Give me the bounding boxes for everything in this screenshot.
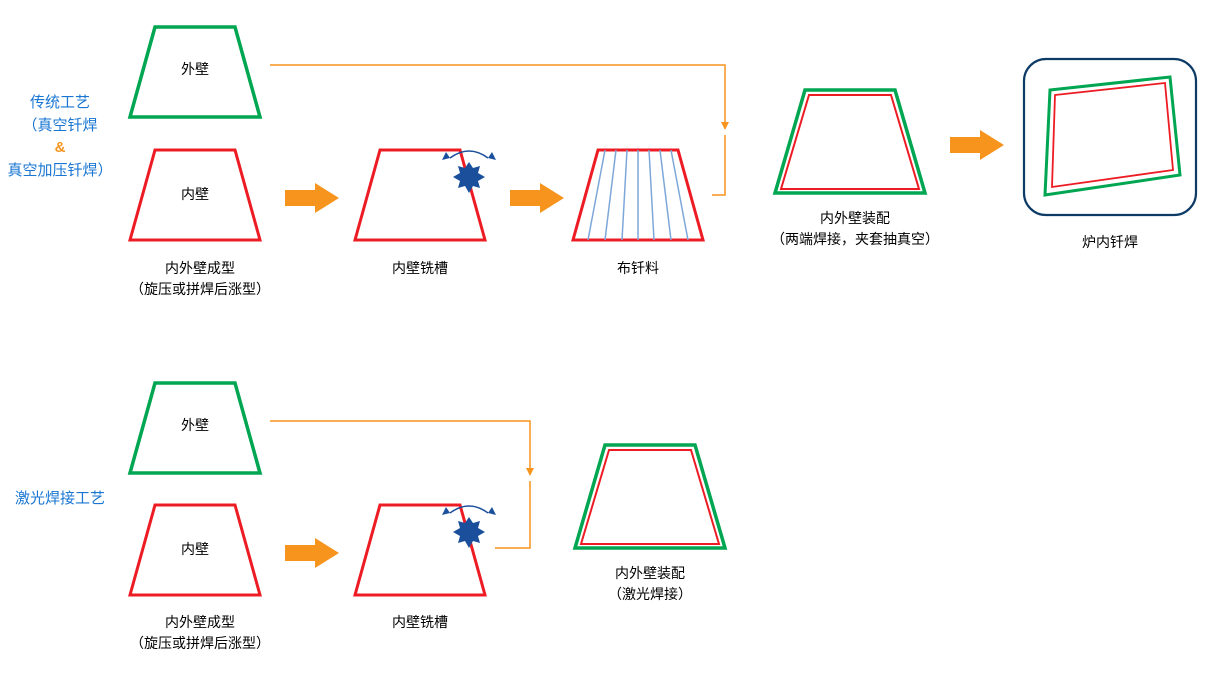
label-outer-row2: 外壁 [157,416,233,436]
caption-forming-row2-l2: （旋压或拼焊后涨型） [130,635,270,651]
caption-assy-row2-l1: 内外壁装配 [615,565,685,581]
caption-forming-row1-l2: （旋压或拼焊后涨型） [130,281,270,297]
trap-assy-row1 [765,85,935,200]
caption-forming-row2: 内外壁成型 （旋压或拼焊后涨型） [110,612,290,654]
row1-title-line2: （真空钎焊 [22,117,97,134]
caption-forming-row2-l1: 内外壁成型 [165,614,235,630]
trap-braze [563,145,713,245]
caption-assy-row2: 内外壁装配 （激光焊接） [570,563,730,605]
label-inner-row1: 内壁 [157,185,233,205]
label-inner-row2: 内壁 [157,540,233,560]
furnace-box [1020,55,1200,220]
caption-assy-row1-l2: （两端焊接，夹套抽真空） [771,231,939,247]
row1-title: 传统工艺 （真空钎焊 & 真空加压钎焊） [0,92,120,182]
starburst-row2 [440,503,500,563]
caption-forming-row1: 内外壁成型 （旋压或拼焊后涨型） [110,258,290,300]
arrow-r2-1 [285,538,340,568]
connector-mill-row2 [495,476,545,556]
connector-braze-row1 [712,130,762,205]
caption-assy-row1: 内外壁装配 （两端焊接，夹套抽真空） [755,208,955,250]
caption-assy-row2-l2: （激光焊接） [608,586,692,602]
diagram-canvas: 传统工艺 （真空钎焊 & 真空加压钎焊） 外壁 内壁 内外壁成型 （旋压或拼焊后… [0,0,1218,674]
row1-title-line3: 真空加压钎焊） [7,162,112,179]
row1-title-amp: & [55,139,66,156]
connector-outer-row1 [270,60,760,160]
row2-title: 激光焊接工艺 [0,488,120,509]
row1-title-line1: 传统工艺 [30,94,90,111]
caption-mill-row1: 内壁铣槽 [340,258,500,279]
label-outer-row1: 外壁 [157,60,233,80]
caption-furnace: 炉内钎焊 [1030,232,1190,253]
arrow-1 [285,183,340,213]
arrow-3 [950,130,1005,160]
caption-braze: 布钎料 [558,258,718,279]
caption-assy-row1-l1: 内外壁装配 [820,210,890,226]
arrow-2 [510,183,565,213]
caption-forming-row1-l1: 内外壁成型 [165,260,235,276]
caption-mill-row2: 内壁铣槽 [340,612,500,633]
trap-assy-row2 [565,440,735,555]
